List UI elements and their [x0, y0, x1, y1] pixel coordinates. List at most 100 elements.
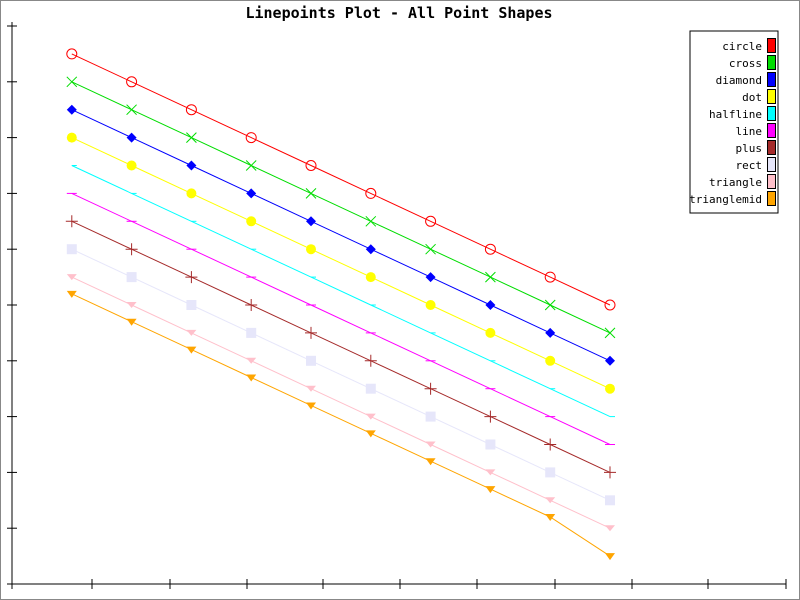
point-trianglemid [126, 318, 137, 326]
point-cross [425, 243, 436, 255]
legend-label-triangle: triangle [709, 176, 762, 189]
point-rect-shape [306, 355, 316, 366]
point-plus [424, 382, 437, 395]
point-triangle-shape [425, 441, 436, 448]
point-diamond [126, 132, 137, 143]
series-dot [66, 132, 615, 394]
point-diamond-shape [605, 355, 615, 366]
series-halfline [71, 165, 615, 418]
series-trianglemid [66, 290, 615, 561]
point-trianglemid [246, 374, 257, 382]
legend-label-halfline: halfline [709, 108, 762, 121]
point-triangle-shape [545, 497, 556, 504]
point-diamond [246, 188, 257, 199]
point-rect-shape [246, 327, 257, 338]
series-line-triangle [71, 276, 611, 529]
legend: circle cross diamond dot halfline line plus rec… [689, 30, 779, 214]
legend-swatch-rect [767, 157, 776, 172]
point-diamond [66, 104, 77, 115]
point-circle-shape [305, 160, 317, 171]
legend-swatch-circle [767, 38, 776, 53]
legend-swatch-trianglemid [767, 191, 776, 206]
point-trianglemid-shape [425, 458, 436, 466]
series-line-circle [71, 53, 611, 306]
point-rect-shape [66, 244, 77, 255]
point-cross [485, 271, 496, 283]
point-plus-shape [305, 326, 317, 339]
legend-swatch-diamond [767, 72, 776, 87]
point-cross [186, 132, 197, 143]
series-line-cross [71, 81, 611, 334]
legend-box [689, 30, 779, 214]
point-plus-shape [185, 271, 198, 284]
point-trianglemid-shape [545, 514, 556, 522]
point-cross [305, 188, 317, 199]
point-plus-shape [65, 215, 78, 228]
point-cross [245, 160, 257, 171]
legend-label-trianglemid: trianglemid [689, 193, 762, 206]
point-triangle [365, 413, 376, 420]
point-rect-shape [425, 411, 436, 422]
point-cross-shape [126, 104, 137, 116]
series-circle [66, 48, 616, 311]
point-triangle [306, 385, 316, 392]
point-circle [185, 104, 197, 116]
point-dot [246, 216, 257, 227]
point-triangle [186, 329, 197, 336]
series-line [66, 192, 615, 445]
point-triangle-shape [306, 385, 316, 392]
series-cross [66, 76, 616, 339]
series-line-diamond [71, 109, 611, 362]
point-diamond [306, 216, 316, 227]
series-line-halfline [71, 165, 611, 418]
point-cross [66, 76, 78, 88]
point-plus [65, 215, 78, 228]
point-plus-shape [544, 438, 557, 451]
series-line-plus [71, 220, 611, 473]
point-cross-shape [485, 271, 496, 283]
legend-label-plus: plus [736, 142, 763, 155]
point-rect [306, 355, 316, 366]
point-rect [605, 495, 615, 506]
point-circle-shape [604, 299, 616, 311]
point-circle-shape [185, 104, 197, 116]
point-triangle [126, 302, 137, 308]
point-trianglemid-shape [306, 402, 316, 410]
point-dot-shape [605, 383, 615, 394]
point-trianglemid-shape [126, 318, 137, 326]
series-layer [65, 48, 616, 561]
point-trianglemid-shape [365, 430, 376, 438]
legend-label-cross: cross [729, 57, 762, 70]
legend-label-circle: circle [722, 40, 762, 53]
point-diamond-shape [365, 244, 376, 255]
point-rect [66, 244, 77, 255]
point-plus [484, 410, 497, 423]
point-triangle-shape [126, 302, 137, 308]
point-plus [364, 354, 377, 367]
point-rect-shape [605, 495, 615, 506]
point-triangle [246, 357, 257, 364]
point-rect [545, 467, 556, 478]
point-diamond-shape [246, 188, 257, 199]
point-diamond [425, 272, 436, 283]
point-cross [365, 215, 377, 227]
point-circle-shape [66, 48, 78, 60]
point-plus [245, 299, 258, 311]
point-triangle-shape [246, 357, 257, 364]
point-dot [425, 300, 436, 310]
legend-swatch-line [767, 123, 776, 138]
point-plus [305, 326, 317, 339]
series-rect [66, 244, 615, 506]
point-dot [545, 355, 556, 366]
point-diamond-shape [126, 132, 137, 143]
point-cross [126, 104, 137, 116]
point-circle [425, 215, 437, 227]
point-rect [365, 383, 376, 394]
point-triangle [485, 469, 496, 476]
point-trianglemid-shape [246, 374, 257, 382]
point-diamond-shape [545, 327, 556, 338]
point-diamond-shape [425, 272, 436, 283]
point-circle [484, 243, 496, 255]
point-dot-shape [425, 300, 436, 310]
point-rect [126, 272, 137, 283]
